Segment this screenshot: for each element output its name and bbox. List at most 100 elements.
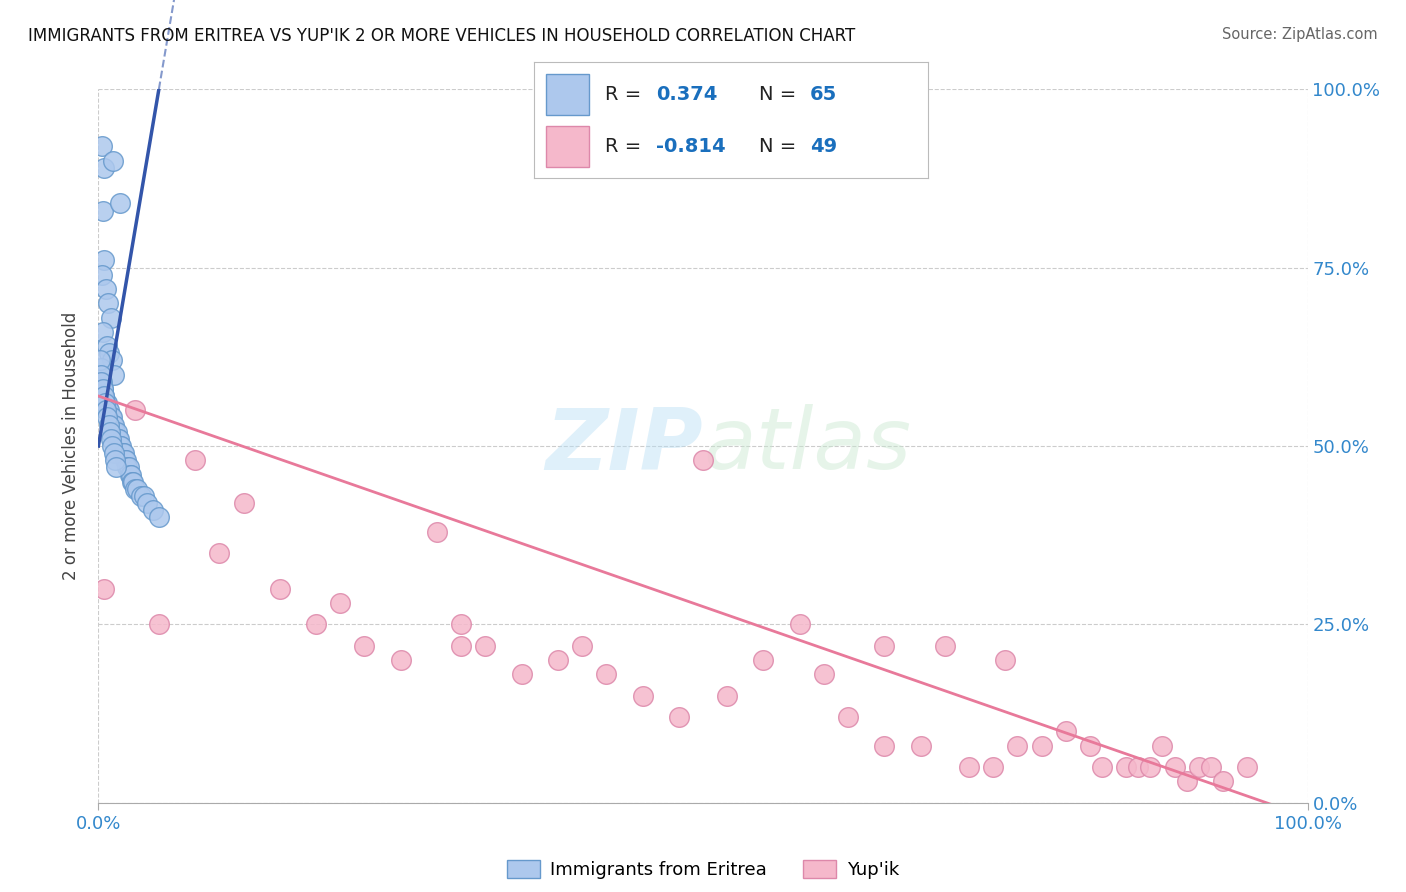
Point (129, 489, 152, 503)
Point (668, 710, 690, 724)
Text: atlas: atlas (703, 404, 911, 488)
Point (91, 375, 114, 389)
Point (127, 482, 149, 496)
Point (1139, 760, 1161, 774)
Point (112, 446, 135, 460)
Point (1236, 760, 1258, 774)
Point (873, 739, 896, 753)
Bar (546, 74, 589, 114)
Point (89, 353, 111, 368)
Point (94, 396, 117, 410)
Point (94, 396, 117, 410)
Point (148, 510, 170, 524)
Text: R =: R = (605, 85, 648, 103)
Point (142, 503, 165, 517)
Point (100, 310, 122, 325)
Point (813, 667, 835, 681)
Point (981, 760, 1004, 774)
Point (1163, 760, 1185, 774)
Text: ZIP: ZIP (546, 404, 703, 488)
Text: 0.374: 0.374 (657, 85, 717, 103)
Point (101, 439, 124, 453)
Point (101, 417, 124, 432)
Point (910, 739, 932, 753)
Text: N =: N = (759, 137, 803, 156)
Text: 65: 65 (810, 85, 837, 103)
Point (474, 639, 496, 653)
Point (510, 667, 533, 681)
Point (1007, 739, 1029, 753)
Point (91, 325, 114, 339)
Point (96, 396, 118, 410)
Point (90, 375, 112, 389)
Point (93, 389, 115, 403)
Point (115, 453, 138, 467)
Point (124, 482, 146, 496)
Text: IMMIGRANTS FROM ERITREA VS YUP'IK 2 OR MORE VEHICLES IN HOUSEHOLD CORRELATION CH: IMMIGRANTS FROM ERITREA VS YUP'IK 2 OR M… (28, 27, 855, 45)
Point (108, 439, 131, 453)
Point (1031, 739, 1053, 753)
Point (114, 453, 136, 467)
Point (100, 410, 122, 425)
Point (1175, 774, 1198, 789)
Legend: Immigrants from Eritrea, Yup'ik: Immigrants from Eritrea, Yup'ik (501, 853, 905, 887)
Point (426, 524, 449, 539)
Point (305, 617, 328, 632)
Point (389, 653, 412, 667)
Point (98, 425, 121, 439)
Y-axis label: 2 or more Vehicles in Household: 2 or more Vehicles in Household (62, 312, 80, 580)
Point (103, 446, 125, 460)
Point (122, 475, 145, 489)
Point (90, 368, 112, 382)
Point (97, 403, 120, 417)
Point (1199, 760, 1222, 774)
Point (121, 475, 143, 489)
Point (98, 346, 121, 360)
Point (110, 439, 132, 453)
Point (97, 296, 120, 310)
Point (97, 417, 120, 432)
Point (1054, 724, 1077, 739)
Point (1115, 760, 1137, 774)
Point (1152, 739, 1174, 753)
Point (100, 353, 122, 368)
Point (692, 453, 714, 467)
Point (91, 268, 114, 282)
Point (93, 582, 115, 596)
Point (91, 382, 114, 396)
Point (716, 689, 738, 703)
Point (631, 689, 654, 703)
Point (91, 139, 114, 153)
Point (108, 196, 131, 211)
Point (934, 639, 956, 653)
Point (93, 161, 115, 175)
Point (1078, 739, 1101, 753)
Point (108, 432, 131, 446)
Point (103, 417, 125, 432)
Point (547, 653, 569, 667)
Point (232, 496, 254, 510)
Point (957, 760, 980, 774)
Point (118, 460, 141, 475)
Point (94, 282, 117, 296)
Point (96, 339, 118, 353)
Point (107, 432, 129, 446)
Point (91, 382, 114, 396)
Point (353, 639, 375, 653)
Text: Source: ZipAtlas.com: Source: ZipAtlas.com (1222, 27, 1378, 42)
Point (98, 403, 121, 417)
Point (100, 432, 122, 446)
Bar (546, 126, 589, 167)
Point (595, 667, 617, 681)
Point (450, 617, 472, 632)
Point (100, 410, 122, 425)
Point (135, 496, 157, 510)
Point (1128, 760, 1150, 774)
Point (104, 460, 127, 475)
Point (134, 489, 156, 503)
Point (148, 617, 170, 632)
Point (124, 403, 146, 417)
Point (93, 253, 115, 268)
Point (873, 639, 896, 653)
Point (269, 582, 291, 596)
